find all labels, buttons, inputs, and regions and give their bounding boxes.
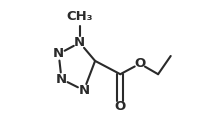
Text: N: N [74, 36, 85, 49]
Text: O: O [134, 57, 146, 70]
Text: N: N [53, 47, 64, 60]
Text: N: N [56, 73, 67, 86]
Text: O: O [115, 100, 126, 113]
Text: CH₃: CH₃ [67, 10, 93, 23]
Text: N: N [78, 84, 89, 97]
